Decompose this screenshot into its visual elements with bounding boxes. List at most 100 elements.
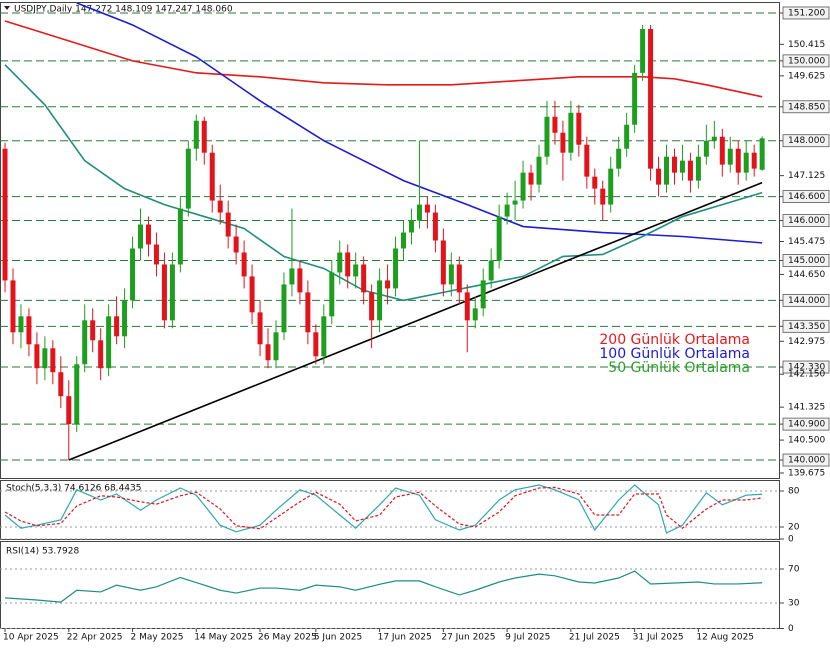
candle-body — [273, 332, 279, 361]
candle-body — [209, 152, 215, 201]
candle-body — [321, 316, 327, 357]
level-label-box — [782, 417, 830, 431]
candle-body — [719, 136, 725, 165]
level-label-box — [782, 254, 830, 267]
candle-body — [416, 204, 422, 221]
candle-body — [480, 280, 486, 309]
candle-body — [305, 292, 311, 333]
y-tick-label: 0 — [788, 624, 794, 634]
candle-body — [393, 248, 399, 289]
candle-body — [201, 120, 207, 153]
y-tick-label: 30 — [788, 599, 800, 609]
candle-body — [130, 248, 136, 301]
candle-body — [2, 148, 8, 281]
candle-body — [608, 168, 614, 205]
legend-entry: 200 Günlük Ortalama — [599, 332, 750, 348]
candle-body — [257, 312, 263, 345]
y-tick-label: 70 — [788, 565, 800, 575]
candle-body — [632, 72, 638, 125]
level-label-box — [782, 360, 830, 374]
legend-entry: 50 Günlük Ortalama — [608, 360, 750, 376]
candle-body — [385, 280, 391, 289]
x-tick-label: 27 Jun 2025 — [441, 633, 495, 643]
candle-body — [528, 172, 534, 185]
candle-body — [759, 138, 765, 170]
y-tick-label: 148.850 — [788, 102, 825, 112]
candle-body — [377, 280, 383, 321]
candle-body — [440, 240, 446, 285]
x-tick-label: 17 Jun 2025 — [378, 633, 432, 643]
moving-average — [4, 20, 763, 98]
candle-body — [472, 308, 478, 321]
candle-body — [448, 264, 454, 285]
candle-body — [74, 364, 80, 425]
candle-body — [488, 260, 494, 281]
candle-body — [616, 148, 622, 169]
y-tick-label: 146.000 — [788, 216, 825, 226]
candle-body — [241, 252, 247, 277]
level-label-box — [782, 100, 830, 114]
y-tick-label: 143.350 — [788, 322, 825, 332]
x-tick-label: 5 Jun 2025 — [314, 633, 362, 643]
candle-body — [90, 320, 96, 341]
y-tick-label: 144.000 — [788, 296, 825, 306]
candle-body — [464, 292, 470, 321]
candle-body — [576, 112, 582, 145]
candle-body — [289, 268, 295, 285]
candle-body — [82, 320, 88, 365]
candle-body — [703, 140, 709, 157]
y-tick-label: 142.975 — [788, 337, 825, 347]
candle-body — [225, 212, 231, 237]
moving-average — [76, 2, 763, 244]
candle-body — [66, 396, 72, 425]
y-tick-label: 139.675 — [788, 469, 825, 479]
x-tick-label: 21 Jul 2025 — [569, 633, 620, 643]
candle-body — [735, 148, 741, 173]
x-tick-label: 2 May 2025 — [131, 633, 184, 643]
candle-body — [98, 340, 104, 369]
y-tick-label: 0 — [788, 535, 794, 545]
x-tick-label: 9 Jul 2025 — [505, 633, 550, 643]
candle-body — [456, 264, 462, 293]
x-tick-label: 10 Apr 2025 — [3, 633, 59, 643]
candle-body — [153, 244, 159, 265]
candle-body — [624, 124, 630, 149]
candle-body — [552, 116, 558, 133]
candle-body — [369, 292, 375, 321]
candle-body — [193, 120, 199, 149]
y-tick-label: 151.200 — [788, 8, 825, 18]
price-panel-frame — [0, 2, 780, 479]
candle-body — [18, 316, 24, 333]
candle-body — [106, 316, 112, 369]
legend-entry: 100 Günlük Ortalama — [599, 346, 750, 362]
candle-body — [233, 236, 239, 253]
candle-body — [297, 268, 303, 293]
candle-body — [727, 148, 733, 165]
candle-body — [161, 264, 167, 321]
candle-body — [656, 168, 662, 185]
candle-body — [408, 220, 414, 233]
trend-line — [68, 181, 763, 461]
rsi-title: RSI(14) 53.7928 — [6, 547, 79, 557]
candle-body — [592, 176, 598, 189]
y-tick-label: 150.415 — [788, 40, 825, 50]
candle-body — [600, 188, 606, 205]
candle-body — [711, 136, 717, 141]
moving-average — [4, 64, 763, 302]
candle-body — [34, 344, 40, 369]
candle-body — [345, 252, 351, 277]
y-tick-label: 145.475 — [788, 237, 825, 247]
y-tick-label: 141.325 — [788, 403, 825, 413]
candle-body — [313, 332, 319, 357]
x-tick-label: 22 Apr 2025 — [67, 633, 123, 643]
candle-body — [177, 208, 183, 265]
candle-body — [504, 204, 510, 217]
candle-body — [584, 144, 590, 177]
candle-body — [512, 200, 518, 205]
candle-body — [329, 272, 335, 317]
y-tick-label: 148.000 — [788, 136, 825, 146]
candle-body — [679, 160, 685, 173]
chart-title: USDJPY,Daily 147.272 148.109 147.247 148… — [14, 5, 233, 15]
candle-body — [281, 284, 287, 333]
candle-body — [337, 252, 343, 273]
